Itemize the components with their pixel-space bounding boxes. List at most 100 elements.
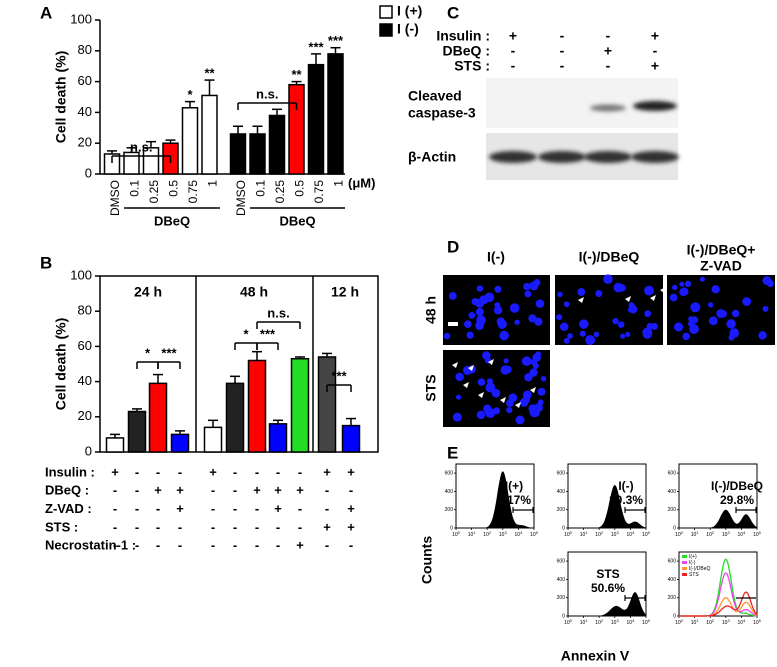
annotation: * [243, 326, 249, 341]
x-tick-label: 105 [753, 618, 762, 626]
annotation: ** [291, 67, 302, 82]
y-axis-label: Cell death (%) [53, 51, 69, 144]
x-tick-label: 104 [738, 530, 747, 538]
gate-name: STS [596, 567, 619, 581]
condition-label: Insulin : [45, 464, 95, 479]
condition-mark: - [325, 483, 329, 498]
condition-mark: - [276, 464, 280, 479]
legend-swatch [379, 5, 393, 19]
condition-mark: - [255, 501, 259, 516]
x-tick-label: 104 [515, 530, 524, 538]
x-tick-exponent: 5 [648, 618, 651, 623]
y-tick-label: 400 [557, 489, 566, 495]
x-tick-label: 100 [675, 618, 684, 626]
y-tick-label: 600 [557, 558, 566, 564]
x-tick-label: 104 [627, 530, 636, 538]
condition-mark: - [276, 538, 280, 553]
x-tick-base: 10 [611, 620, 617, 626]
x-tick-base: 10 [595, 532, 601, 538]
annotation: *** [161, 345, 177, 360]
blot-band [633, 101, 677, 111]
nucleus [534, 317, 543, 326]
x-tick-exponent: 3 [504, 530, 507, 535]
x-tick-label: 100 [564, 530, 573, 538]
condition-mark: - [211, 538, 215, 553]
condition-mark: - [135, 519, 139, 534]
x-tick-base: 10 [753, 532, 759, 538]
x-tick-base: 10 [580, 532, 586, 538]
x-tick-label: 101 [580, 530, 589, 538]
nucleus [529, 281, 539, 291]
nucleus [579, 319, 589, 329]
x-tick-label: 103 [611, 618, 620, 626]
x-tick-exponent: 4 [632, 530, 635, 535]
x-tick-exponent: 0 [681, 618, 684, 623]
section-label: 48 h [240, 284, 268, 300]
y-tick-label: 200 [668, 507, 677, 513]
nucleus [466, 331, 474, 339]
nucleus [485, 382, 496, 393]
y-tick-label: 40 [78, 104, 92, 119]
overlay-legend: I(-) [689, 560, 696, 566]
x-tick-label: 105 [642, 530, 651, 538]
condition-mark: - [156, 501, 160, 516]
condition-mark: - [233, 501, 237, 516]
x-tick-label: 104 [627, 618, 636, 626]
nucleus [762, 305, 769, 312]
x-tick-base: 10 [611, 532, 617, 538]
x-tick-base: 10 [706, 620, 712, 626]
blot-mark: + [604, 43, 612, 59]
condition-label: Z-VAD : [45, 501, 92, 516]
unit-label: (μM) [348, 175, 375, 190]
y-tick-label: 80 [78, 303, 92, 318]
nucleus [617, 321, 625, 328]
arrowhead [488, 359, 494, 365]
annotation: n.s. [267, 305, 289, 320]
row-label: 48 h [423, 296, 439, 324]
nucleus [456, 394, 462, 400]
nucleus [726, 319, 736, 329]
histogram [568, 485, 646, 528]
condition-mark: - [276, 519, 280, 534]
column-label: I(-)/DBeQ+ [687, 242, 756, 258]
y-tick-label: 60 [78, 73, 92, 88]
nucleus [595, 290, 603, 298]
condition-mark: - [178, 464, 182, 479]
y-tick-label: 40 [78, 373, 92, 388]
arrowhead [463, 382, 469, 388]
nucleus [506, 399, 514, 407]
condition-mark: - [211, 501, 215, 516]
condition-mark: + [274, 501, 282, 516]
nucleus [476, 285, 484, 292]
bar [249, 133, 266, 175]
nucleus [503, 365, 512, 374]
x-tick-exponent: 0 [570, 530, 573, 535]
nucleus [540, 375, 547, 382]
nucleus [719, 310, 727, 318]
blot-band [489, 151, 537, 163]
x-tick-exponent: 5 [648, 530, 651, 535]
gate-percent: 10.3% [609, 493, 643, 507]
nucleus [476, 315, 486, 326]
x-tick-base: 10 [530, 532, 536, 538]
nucleus [521, 356, 532, 367]
nucleus [515, 415, 525, 425]
nucleus [627, 307, 633, 313]
condition-mark: + [176, 483, 184, 498]
section-label: 24 h [134, 284, 162, 300]
x-tick-base: 10 [722, 620, 728, 626]
x-tick-label: 101 [691, 530, 700, 538]
y-tick-label: 0 [673, 613, 676, 619]
condition-mark: - [156, 464, 160, 479]
y-tick-label: 200 [557, 595, 566, 601]
nucleus [742, 297, 752, 306]
x-tick-base: 10 [738, 532, 744, 538]
panel-letter: B [40, 253, 52, 272]
blot-mark: - [560, 58, 565, 74]
nucleus [679, 288, 688, 297]
x-tick-label: 102 [706, 530, 715, 538]
x-tick-exponent: 4 [743, 530, 746, 535]
x-tick-exponent: 5 [536, 530, 539, 535]
condition-mark: - [211, 483, 215, 498]
